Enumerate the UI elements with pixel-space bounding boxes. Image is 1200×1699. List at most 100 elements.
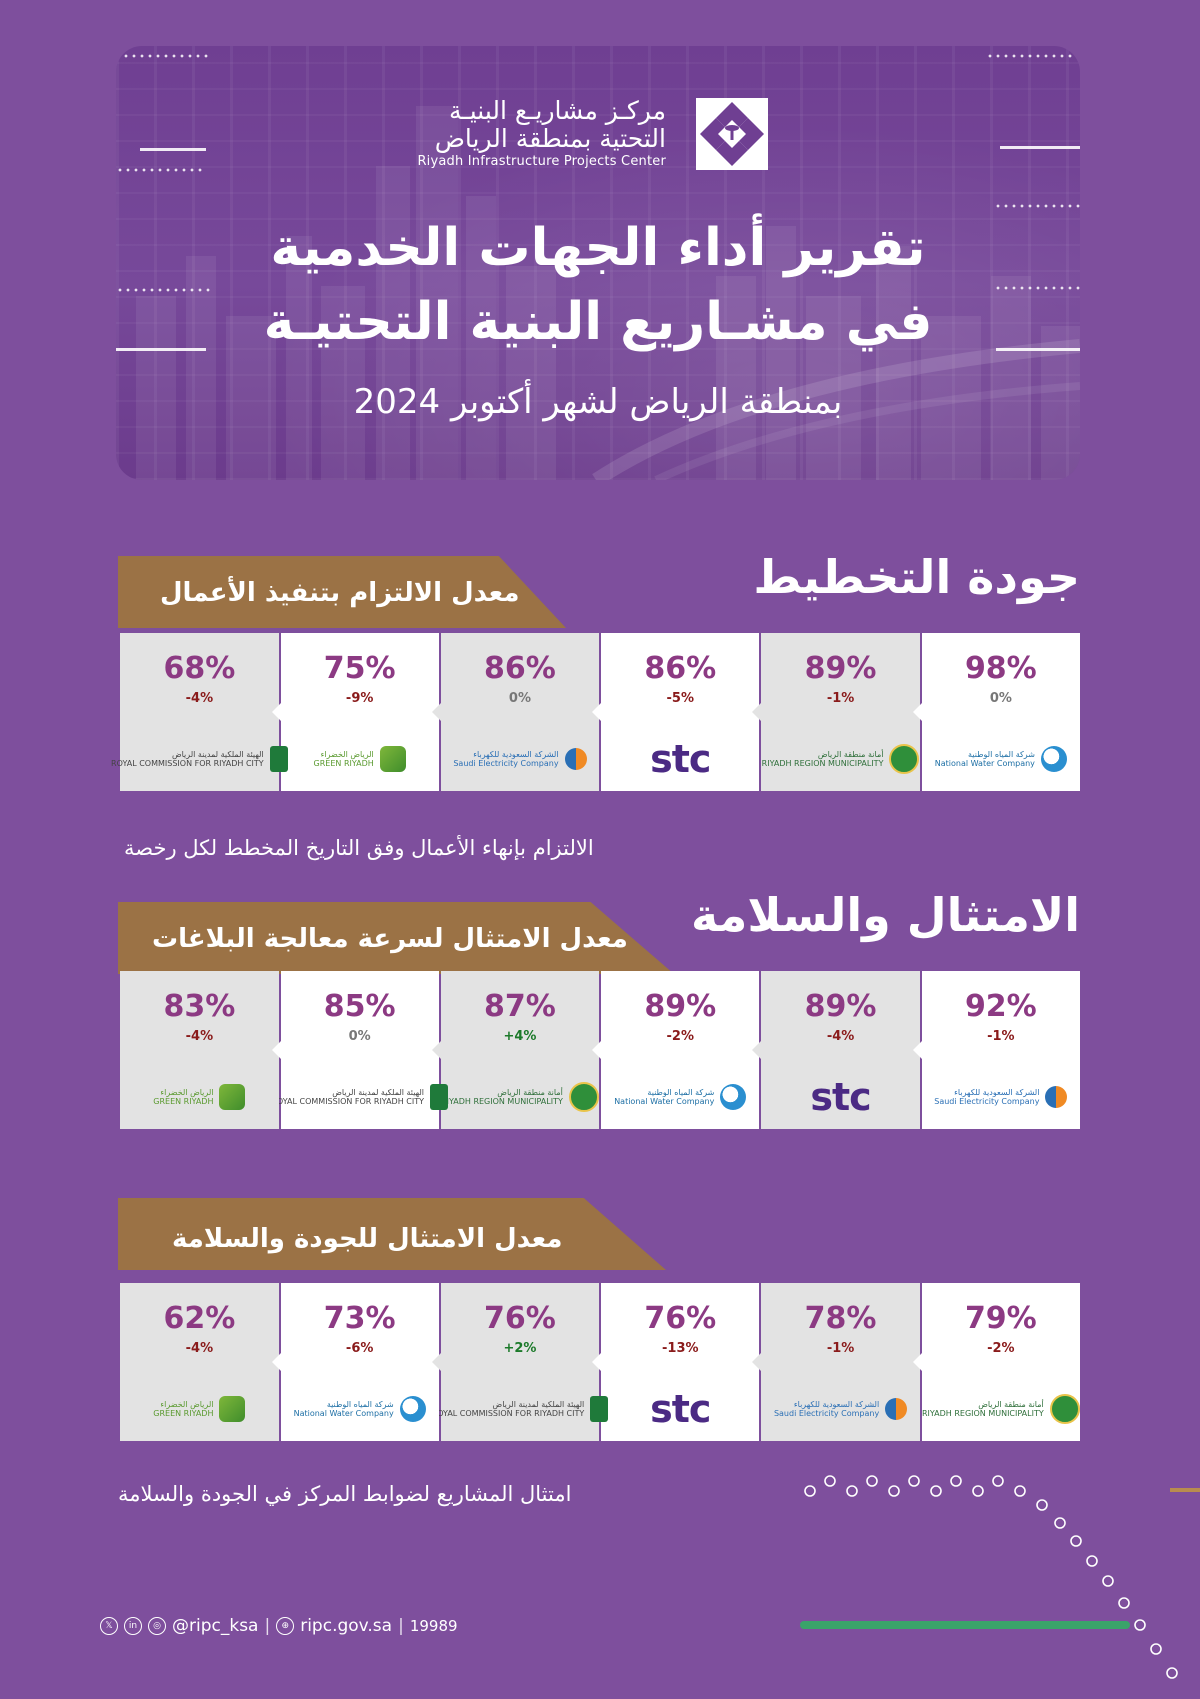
score-change: 0% <box>348 1029 371 1044</box>
score-row-execution: 98% 0% شركة المياه الوطنية National Water C… <box>111 633 1080 793</box>
green-riyadh-emblem-icon <box>379 746 406 772</box>
separator: | <box>398 1616 404 1636</box>
logo-caption: أمانة منطقة الرياض RIYADH REGION MUNICIPA… <box>441 1088 563 1106</box>
score-change: -1% <box>826 1341 855 1356</box>
score-card: 87% +4% أمانة منطقة الرياض RIYADH REGION MU… <box>431 971 600 1129</box>
report-title-line1: تقرير أداء الجهات الخدمية <box>270 218 926 278</box>
logo-caption: الشركة السعودية للكهرباء Saudi Electricit… <box>934 1088 1039 1106</box>
score-card: 85% 0% الهيئة الملكية لمدينة الرياض ROYAL C… <box>271 971 448 1129</box>
logo-arabic: الهيئة الملكية لمدينة الرياض <box>492 1400 585 1409</box>
x-icon[interactable]: 𝕏 <box>100 1617 118 1635</box>
amana-logo: أمانة منطقة الرياض RIYADH REGION MUNICIPA… <box>761 741 920 777</box>
decor-line <box>996 348 1080 351</box>
logo-english: Saudi Electricity Company <box>453 759 559 768</box>
water-drop-icon <box>1040 746 1067 772</box>
decor-dots <box>986 52 1076 62</box>
score-percent: 76% <box>484 1301 556 1336</box>
decor-green-bar <box>800 1621 1130 1629</box>
score-percent: 62% <box>163 1301 236 1336</box>
stc-logo-text: stc <box>810 1075 871 1119</box>
score-change: -1% <box>826 691 855 706</box>
logo-arabic-line1: مركـز مشاريـع البنيـة <box>449 96 666 125</box>
logo-caption: أمانة منطقة الرياض RIYADH REGION MUNICIPA… <box>762 750 884 768</box>
score-change: -1% <box>987 1029 1015 1044</box>
decor-dots <box>116 166 202 176</box>
score-percent: 87% <box>484 989 556 1024</box>
website-link[interactable]: ripc.gov.sa <box>300 1616 393 1636</box>
score-card: 92% -1% الشركة السعودية للكهرباء Saudi Elec… <box>912 971 1080 1129</box>
score-card: 75% -9% الرياض الخضراء GREEN RIYADH <box>271 633 439 791</box>
sec-logo: الشركة السعودية للكهرباء Saudi Electricit… <box>761 1391 919 1427</box>
logo-arabic: شركة المياه الوطنية <box>968 750 1035 759</box>
score-percent: 92% <box>964 989 1037 1024</box>
metric-tab-label: معدل الامتثال للجودة والسلامة <box>172 1224 563 1254</box>
score-card: 98% 0% شركة المياه الوطنية National Water C… <box>912 633 1080 791</box>
water-drop-icon <box>399 1396 426 1422</box>
amana-logo: أمانة منطقة الرياض RIYADH REGION MUNICIPA… <box>441 1079 599 1115</box>
card-connector-arrow <box>592 1041 602 1059</box>
municipality-emblem-icon <box>889 744 920 774</box>
green-logo: الرياض الخضراء GREEN RIYADH <box>120 1079 278 1115</box>
decor-line <box>1000 146 1080 149</box>
logo-english: GREEN RIYADH <box>153 1409 214 1418</box>
logo-arabic: شركة المياه الوطنية <box>647 1088 715 1097</box>
score-card: 89% -1% أمانة منطقة الرياض RIYADH REGION MU… <box>752 633 920 791</box>
logo-arabic: الرياض الخضراء <box>320 750 374 759</box>
score-card: 73% -6% شركة المياه الوطنية National Water … <box>271 1283 439 1441</box>
electric-swirl-icon <box>885 1398 908 1420</box>
score-percent: 89% <box>644 989 717 1024</box>
palm-swords-emblem-icon <box>269 746 288 772</box>
green-riyadh-emblem-icon <box>219 1084 246 1110</box>
card-connector-arrow <box>271 1041 281 1059</box>
separator: | <box>264 1616 271 1636</box>
nwc-logo: شركة المياه الوطنية National Water Compan… <box>601 1079 759 1115</box>
instagram-icon[interactable]: ◎ <box>148 1617 166 1635</box>
score-change: 0% <box>508 691 531 706</box>
score-card: 76% -13% stc <box>592 1283 760 1441</box>
globe-icon[interactable]: ⊕ <box>276 1617 295 1635</box>
metric-tab-label: معدل الالتزام بتنفيذ الأعمال <box>160 578 520 608</box>
logo-arabic: الرياض الخضراء <box>160 1400 214 1409</box>
score-percent: 89% <box>804 651 877 686</box>
logo-caption: الرياض الخضراء GREEN RIYADH <box>314 750 374 768</box>
card-connector-arrow <box>752 1041 762 1059</box>
logo-arabic: الرياض الخضراء <box>160 1088 214 1097</box>
linkedin-icon[interactable]: in <box>124 1617 142 1635</box>
card-connector-arrow <box>912 703 922 721</box>
metric-tab-quality <box>118 1198 666 1270</box>
logo-english: GREEN RIYADH <box>153 1097 214 1106</box>
nwc-logo: شركة المياه الوطنية National Water Compan… <box>281 1391 439 1427</box>
score-change: -6% <box>345 1341 374 1356</box>
logo-english: Saudi Electricity Company <box>934 1097 1040 1106</box>
social-handle[interactable]: @ripc_ksa <box>172 1616 259 1636</box>
section-heading-compliance: الامتثال والسلامة <box>690 888 1080 942</box>
score-percent: 68% <box>163 651 236 686</box>
nwc-logo: شركة المياه الوطنية National Water Compan… <box>922 741 1080 777</box>
card-connector-arrow <box>912 1353 922 1371</box>
logo-english: National Water Company <box>614 1097 715 1106</box>
score-change: -4% <box>185 1341 214 1356</box>
municipality-emblem-icon <box>568 1082 599 1112</box>
logo-english: ROYAL COMMISSION FOR RIYADH CITY <box>111 759 264 768</box>
score-percent: 76% <box>644 1301 717 1336</box>
decor-line <box>140 148 206 151</box>
logo-arabic: الشركة السعودية للكهرباء <box>473 750 559 759</box>
city-skyline-image <box>136 106 1080 480</box>
palm-swords-emblem-icon <box>429 1084 448 1110</box>
logo-arabic: أمانة منطقة الرياض <box>497 1088 563 1097</box>
logo-arabic: الهيئة الملكية لمدينة الرياض <box>332 1088 424 1097</box>
green-logo: الرياض الخضراء GREEN RIYADH <box>281 741 439 777</box>
decor-dots <box>994 284 1080 294</box>
card-connector-arrow <box>431 1041 441 1059</box>
stc-logo: stc <box>761 1075 919 1119</box>
electric-swirl-icon <box>1045 1086 1068 1108</box>
hero-banner: مركـز مشاريـع البنيـة التحتية بمنطقة الر… <box>116 46 1080 480</box>
decor-line <box>116 348 206 351</box>
sec-logo: الشركة السعودية للكهرباء Saudi Electricit… <box>922 1079 1080 1115</box>
logo-caption: شركة المياه الوطنية National Water Compan… <box>294 1400 394 1418</box>
stc-logo-text: stc <box>650 1387 711 1431</box>
logo-caption: شركة المياه الوطنية National Water Compan… <box>935 750 1035 768</box>
palm-swords-emblem-icon <box>590 1396 609 1422</box>
score-percent: 83% <box>163 989 236 1024</box>
logo-english: Saudi Electricity Company <box>773 1409 880 1418</box>
